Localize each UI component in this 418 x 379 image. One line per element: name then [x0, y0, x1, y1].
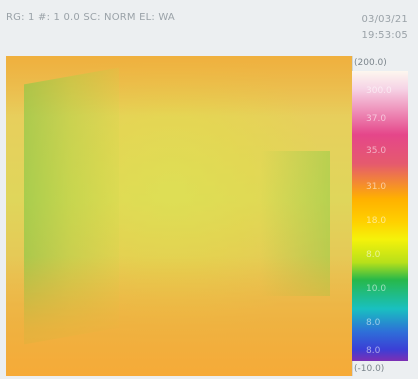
- scale-tick: 18.0: [366, 216, 387, 226]
- status-header: RG: 1 #: 1 0.0 SC: NORM EL: WA 03/03/21 …: [0, 8, 418, 48]
- thermal-image[interactable]: [6, 56, 352, 376]
- scale-max-label: (200.0): [354, 58, 387, 68]
- time-label: 19:53:05: [361, 30, 408, 41]
- scale-min-label: (-10.0): [354, 364, 385, 374]
- scale-tick: 8.0: [366, 318, 381, 328]
- scale-tick: 8.0: [366, 250, 381, 260]
- scale-tick: 35.0: [366, 146, 387, 156]
- camera-parameters: RG: 1 #: 1 0.0 SC: NORM EL: WA: [6, 12, 175, 23]
- date-label: 03/03/21: [361, 14, 408, 25]
- scale-tick: 31.0: [366, 182, 387, 192]
- thermal-floor-region: [6, 256, 352, 376]
- temperature-color-bar: [352, 71, 408, 361]
- datetime-readout: 03/03/21 19:53:05: [361, 12, 408, 44]
- scale-tick: 10.0: [366, 284, 387, 294]
- scale-tick: 37.0: [366, 114, 387, 124]
- temperature-scale: (200.0) 300.0 37.0 35.0 31.0 18.0 8.0 10…: [352, 56, 408, 376]
- scale-tick: 300.0: [366, 86, 392, 96]
- scale-tick: 8.0: [366, 346, 381, 356]
